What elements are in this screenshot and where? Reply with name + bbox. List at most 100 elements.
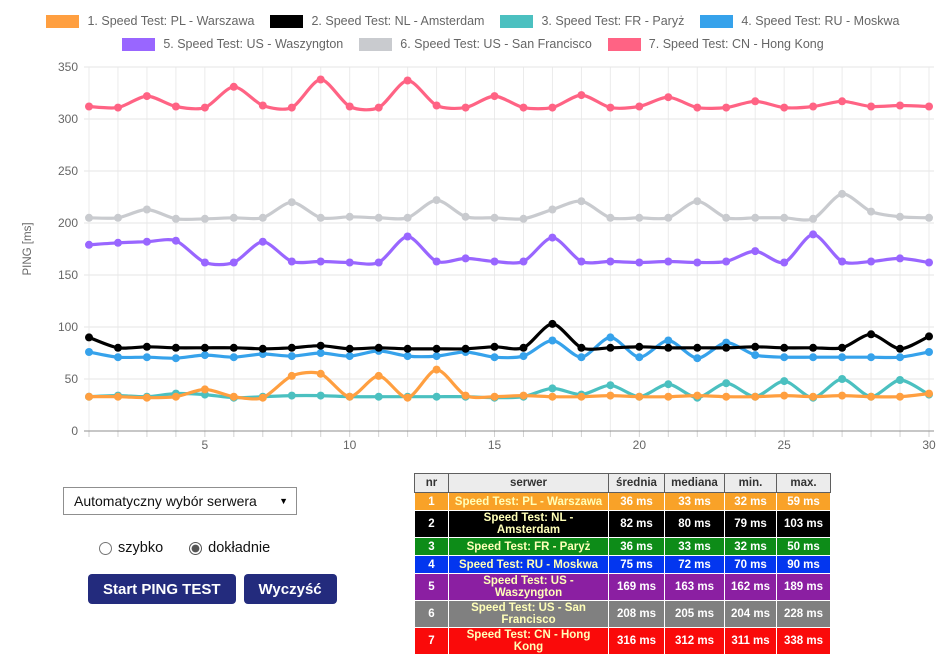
data-point [200,214,209,223]
data-point [838,257,847,266]
results-cell-serwer: Speed Test: US - San Francisco [448,600,609,628]
data-point [751,351,760,360]
data-point [316,391,325,400]
data-point [114,353,122,362]
data-point [809,214,818,223]
data-point [432,352,441,361]
data-point [432,257,441,266]
data-point [577,197,586,206]
data-point [635,258,644,267]
data-point [635,213,644,222]
clear-button[interactable]: Wyczyść [243,574,337,604]
results-cell-srednia: 169 ms [608,573,665,601]
data-point [809,343,818,352]
data-point [345,102,354,111]
radio-option-dokladnie[interactable]: dokładnie [189,540,270,556]
results-cell-max: 228 ms [776,600,831,628]
svg-text:350: 350 [58,60,78,74]
data-point [896,376,904,384]
data-point [606,213,615,222]
chart-grid [84,66,934,437]
legend-item[interactable]: 1. Speed Test: PL - Warszawa [46,14,254,28]
data-point [432,344,441,353]
results-cell-max: 103 ms [776,510,831,538]
radio-input[interactable] [99,541,112,555]
data-point [403,76,412,85]
data-point [432,101,441,110]
data-point [751,247,760,256]
data-point [345,258,354,267]
legend-item[interactable]: 3. Speed Test: FR - Paryż [500,14,684,28]
data-point [548,384,557,393]
start-ping-test-button[interactable]: Start PING TEST [88,574,236,604]
data-point [461,254,470,263]
data-point [229,343,238,352]
legend-swatch-icon [607,37,641,51]
legend-item[interactable]: 2. Speed Test: NL - Amsterdam [270,14,484,28]
radio-label: szybko [118,540,164,556]
data-point [200,385,209,394]
data-point [85,213,93,222]
data-point [85,348,93,356]
data-point [693,354,702,363]
server-select[interactable]: Automatyczny wybór serwera [63,487,297,515]
radio-input[interactable] [189,541,203,555]
data-point [171,236,180,245]
data-point [142,393,151,402]
data-point [722,379,731,388]
data-point [316,369,325,378]
legend-item[interactable]: 5. Speed Test: US - Waszyngton [122,37,343,51]
data-point [577,392,586,401]
data-point [867,353,876,362]
data-point [374,392,383,401]
data-point [548,392,557,401]
legend-item[interactable]: 6. Speed Test: US - San Francisco [359,37,592,51]
series-line [85,230,933,267]
svg-text:30: 30 [922,438,936,452]
data-point [896,344,904,353]
data-point [403,232,412,241]
results-cell-srednia: 36 ms [608,537,665,556]
data-point [374,371,383,380]
data-point [780,258,789,267]
data-point [490,392,499,401]
results-cell-serwer: Speed Test: RU - Moskwa [448,555,609,574]
data-point [403,344,412,353]
results-cell-nr: 4 [414,555,449,574]
data-point [519,352,528,361]
data-point [693,103,702,112]
results-cell-srednia: 208 ms [608,600,665,628]
legend-swatch-icon [359,37,393,51]
data-point [925,258,933,267]
legend-swatch-icon [700,14,734,28]
data-point [114,213,122,222]
legend-item[interactable]: 4. Speed Test: RU - Moskwa [700,14,900,28]
legend-swatch-icon [270,14,304,28]
data-point [461,344,470,353]
data-point [664,257,673,266]
svg-text:0: 0 [71,424,78,438]
data-point [606,343,615,352]
results-cell-serwer: Speed Test: CN - Hong Kong [448,627,609,655]
data-point [548,336,557,345]
data-point [287,257,296,266]
data-point [809,353,818,362]
data-point [114,392,122,401]
data-point [345,344,354,353]
data-point [519,257,528,266]
data-point [809,230,818,239]
data-point [693,197,702,206]
data-point [258,344,267,353]
data-point [461,103,470,112]
data-point [751,97,760,106]
data-point [229,82,238,91]
radio-option-szybko[interactable]: szybko [99,540,163,556]
data-point [635,342,644,351]
data-point [171,102,180,111]
svg-text:200: 200 [58,216,78,230]
svg-text:20: 20 [633,438,647,452]
data-point [258,237,267,246]
data-point [316,341,325,350]
legend-item[interactable]: 7. Speed Test: CN - Hong Kong [607,37,824,51]
data-point [85,102,93,111]
